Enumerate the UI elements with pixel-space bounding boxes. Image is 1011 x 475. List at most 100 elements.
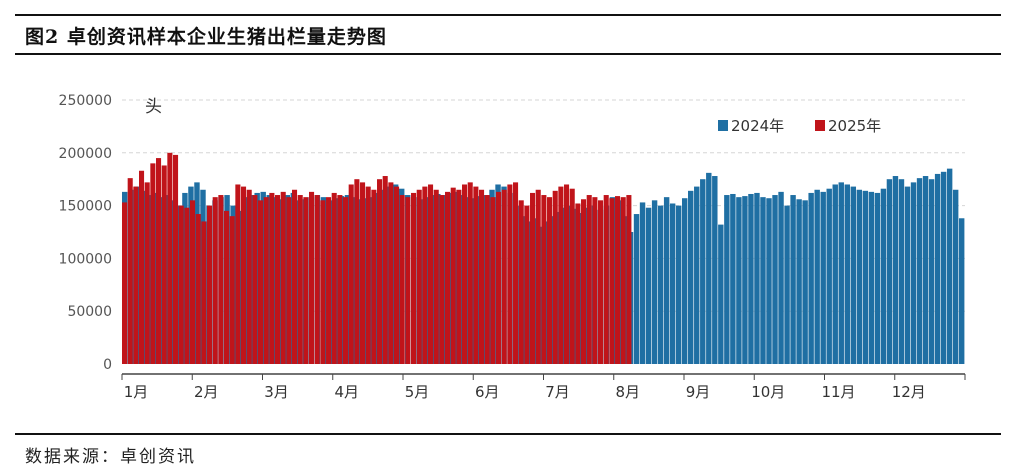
bar (258, 200, 264, 364)
bar (541, 195, 547, 364)
bar (303, 197, 309, 364)
bar (473, 186, 479, 364)
bar (657, 205, 664, 364)
bar (150, 163, 156, 364)
y-tick-label: 250000 (59, 93, 112, 109)
bar (688, 190, 694, 364)
bar (173, 154, 179, 364)
bar (518, 200, 524, 364)
x-tick-label: 3月 (264, 383, 289, 401)
bar (326, 197, 332, 364)
bar (218, 195, 224, 364)
bar (603, 195, 609, 364)
bar (922, 176, 929, 364)
bar (535, 189, 541, 364)
top-rule (15, 14, 1001, 16)
bar (170, 200, 176, 364)
axis-layer (121, 373, 966, 380)
bar (164, 195, 170, 364)
bar (669, 203, 676, 364)
x-tick-label: 4月 (334, 383, 359, 401)
bar (450, 187, 456, 364)
bar (552, 190, 558, 364)
bar (547, 197, 553, 364)
bar (598, 200, 604, 364)
bar (868, 191, 875, 364)
bar (144, 182, 150, 364)
labels-layer: 0 50000 100000 150000 200000 250000 头 1月 2月 3月 4月 5… (59, 93, 926, 401)
bar (694, 186, 700, 364)
bar (681, 198, 688, 364)
bar (651, 200, 658, 364)
bar (790, 195, 796, 364)
bar (700, 179, 706, 364)
bar (178, 205, 184, 364)
bar (297, 195, 303, 364)
legend-swatch (815, 120, 825, 131)
bar (530, 192, 536, 364)
bar (575, 203, 581, 364)
bar (190, 200, 196, 364)
bar (586, 195, 592, 364)
bar (388, 182, 394, 364)
legend-swatch (718, 120, 728, 131)
bar (796, 199, 802, 364)
bar (356, 199, 363, 364)
bar (377, 179, 383, 364)
bar (354, 179, 360, 364)
bar (422, 186, 428, 364)
x-tick-label: 8月 (615, 383, 640, 401)
bar (280, 191, 286, 364)
bar (229, 216, 235, 364)
bar (269, 192, 275, 364)
bar (874, 192, 881, 364)
y-tick-label: 200000 (59, 146, 112, 162)
bar (235, 184, 241, 364)
bar (337, 195, 343, 364)
x-tick-label: 7月 (545, 383, 570, 401)
x-tick-label: 2月 (194, 383, 219, 401)
y-tick-label: 0 (103, 357, 112, 373)
bar (362, 198, 369, 364)
bar (615, 196, 621, 364)
bar (195, 214, 201, 364)
bar (916, 178, 923, 364)
bar (207, 205, 213, 364)
bar (513, 182, 519, 364)
x-tick-label: 9月 (686, 383, 711, 401)
bar (850, 186, 857, 364)
bar (252, 195, 258, 364)
bar (952, 189, 959, 364)
bar (263, 197, 269, 364)
bar (778, 191, 784, 364)
bar (724, 195, 730, 364)
bar (645, 207, 652, 364)
bar (433, 189, 439, 364)
bar (838, 182, 844, 364)
bar (501, 189, 507, 364)
bar (718, 224, 724, 364)
bar (910, 182, 917, 364)
bar (167, 152, 173, 364)
bar (139, 170, 145, 364)
bar (490, 197, 496, 364)
bar (663, 197, 670, 364)
x-tick-label: 6月 (475, 383, 500, 401)
bar (360, 182, 366, 364)
bar (453, 191, 459, 364)
bar (127, 178, 133, 364)
x-tick-label: 5月 (405, 383, 430, 401)
bar (411, 192, 417, 364)
bottom-rule (15, 433, 1001, 435)
y-unit-label: 头 (145, 97, 162, 117)
bar (862, 190, 869, 364)
bar (844, 184, 850, 364)
bar (456, 189, 462, 364)
x-tick-label: 12月 (892, 383, 926, 401)
bar (886, 179, 893, 364)
bar (620, 197, 626, 364)
bar (958, 218, 965, 364)
legend-label: 2024年 (731, 117, 784, 135)
x-tick-label: 11月 (821, 383, 855, 401)
bar (928, 179, 935, 364)
